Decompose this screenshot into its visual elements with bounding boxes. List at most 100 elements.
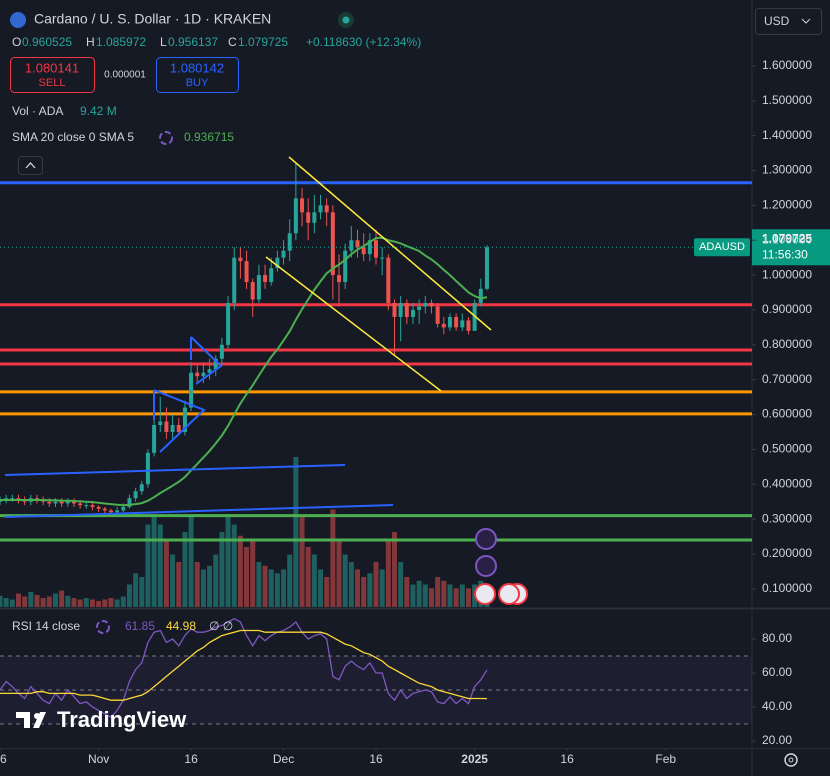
event-flag[interactable] (498, 583, 520, 605)
candle-body (189, 372, 194, 408)
volume-bar (9, 599, 15, 607)
volume-bar (219, 532, 225, 607)
volume-bar (170, 554, 176, 607)
y-tick-label: 0.700000 (762, 372, 812, 386)
volume-bar (126, 584, 132, 607)
candle-body (84, 505, 89, 507)
pattern-drawing (153, 389, 206, 453)
candle-body (312, 212, 317, 223)
volume-bar (324, 577, 330, 607)
trend-line (4, 464, 346, 476)
volume-bar (274, 573, 280, 607)
currency-select[interactable] (755, 8, 822, 35)
countdown: 11:56:30 (762, 247, 808, 261)
volume-bar (404, 577, 410, 607)
candle-body (133, 491, 138, 499)
event-icon[interactable] (475, 528, 497, 550)
candle-body (207, 369, 212, 373)
volume-bar (244, 547, 250, 607)
ohlc-label: H (86, 35, 95, 49)
candle-body (96, 506, 101, 509)
spread: 0.000001 (104, 70, 146, 81)
volume-bar (194, 562, 200, 607)
y-tick-label: 40.00 (762, 699, 792, 713)
volume-bar (52, 593, 58, 607)
volume-bar (268, 569, 274, 607)
rsi-ma-value: 44.98 (166, 619, 196, 633)
candle-body (343, 250, 348, 283)
event-flag[interactable] (474, 583, 496, 605)
candle-body (195, 372, 200, 377)
candle-body (484, 247, 489, 289)
ohlc-value: 1.085972 (96, 35, 146, 49)
candle-body (478, 288, 483, 303)
candle-body (447, 316, 452, 328)
price-tag (752, 229, 830, 266)
candle-body (398, 302, 403, 317)
candle-body (71, 501, 76, 504)
candle-body (429, 302, 434, 307)
buy-button[interactable] (156, 57, 239, 93)
volume-bar (145, 524, 151, 607)
volume-bar (447, 584, 453, 607)
volume-bar (139, 577, 145, 607)
volume-bar (293, 457, 299, 607)
last-price: 1.079725 (762, 231, 812, 245)
ohlc-value: 1.079725 (238, 35, 288, 49)
y-tick-label: 1.200000 (762, 198, 812, 212)
ohlc-label: C (228, 35, 237, 49)
candle-body (121, 506, 126, 511)
rsi-pane (0, 617, 752, 725)
candle-body (330, 212, 335, 276)
candle-body (263, 275, 268, 283)
volume-bar (459, 584, 465, 607)
x-tick-label: 16 (369, 752, 383, 766)
candle-body (213, 358, 218, 370)
rsi-line (0, 629, 488, 701)
symbol-title[interactable]: Cardano / U. S. Dollar · 1D · KRAKEN (34, 11, 271, 27)
volume-bar (256, 562, 262, 607)
overlay: ADAUSD 1.079725 11:56:30 (694, 229, 830, 266)
rsi-icon[interactable] (96, 620, 110, 634)
candle-body (201, 372, 206, 377)
y-tick-label: 1.100000 (762, 232, 812, 246)
volume-bar (108, 598, 114, 607)
price-tag (694, 238, 750, 257)
event-icon[interactable] (475, 555, 497, 577)
sma-label: SMA 20 close 0 SMA 5 (12, 130, 134, 144)
volume-bar (453, 588, 459, 607)
rsi-label: RSI 14 close (12, 619, 80, 633)
volume-bar (3, 598, 9, 607)
brand-name: TradingView (57, 707, 187, 732)
volume-bar (28, 592, 34, 607)
candle-body (374, 240, 378, 258)
volume-bar (151, 517, 157, 607)
candle-body (300, 198, 305, 213)
candle-body (361, 247, 366, 255)
volume-bar (120, 596, 126, 607)
volume-bar (281, 569, 287, 607)
volume-bar (416, 580, 422, 607)
y-tick-label: 1.500000 (762, 93, 812, 107)
candle-body (306, 212, 311, 223)
candle-body (324, 205, 329, 213)
settings-icon[interactable] (784, 753, 798, 767)
collapse-button[interactable] (18, 156, 43, 175)
sell-button[interactable] (10, 57, 95, 93)
volume-value: 9.42 M (80, 104, 117, 118)
volume-bar (200, 569, 206, 607)
volume-bar (71, 598, 77, 607)
volume-bar (336, 539, 342, 607)
candle-body (435, 306, 440, 324)
candle-body (293, 198, 298, 234)
candle-body (454, 316, 459, 328)
drawings (4, 156, 492, 518)
volume-bar (22, 596, 28, 607)
candle-body (410, 309, 415, 317)
sma-icon[interactable] (159, 131, 173, 145)
candle-body (10, 498, 15, 500)
volume-bar (40, 598, 46, 607)
sell-price: 1.080141 (25, 60, 79, 75)
candle-body (380, 257, 385, 259)
y-tick-label: 60.00 (762, 665, 792, 679)
